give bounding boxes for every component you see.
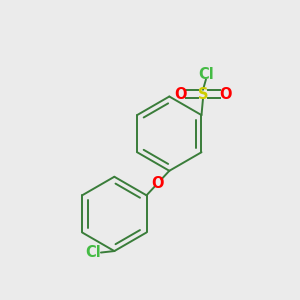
Text: O: O — [219, 87, 232, 102]
Text: O: O — [152, 176, 164, 190]
Text: Cl: Cl — [198, 68, 214, 82]
Text: O: O — [174, 87, 187, 102]
Text: Cl: Cl — [86, 245, 101, 260]
Text: S: S — [198, 87, 208, 102]
